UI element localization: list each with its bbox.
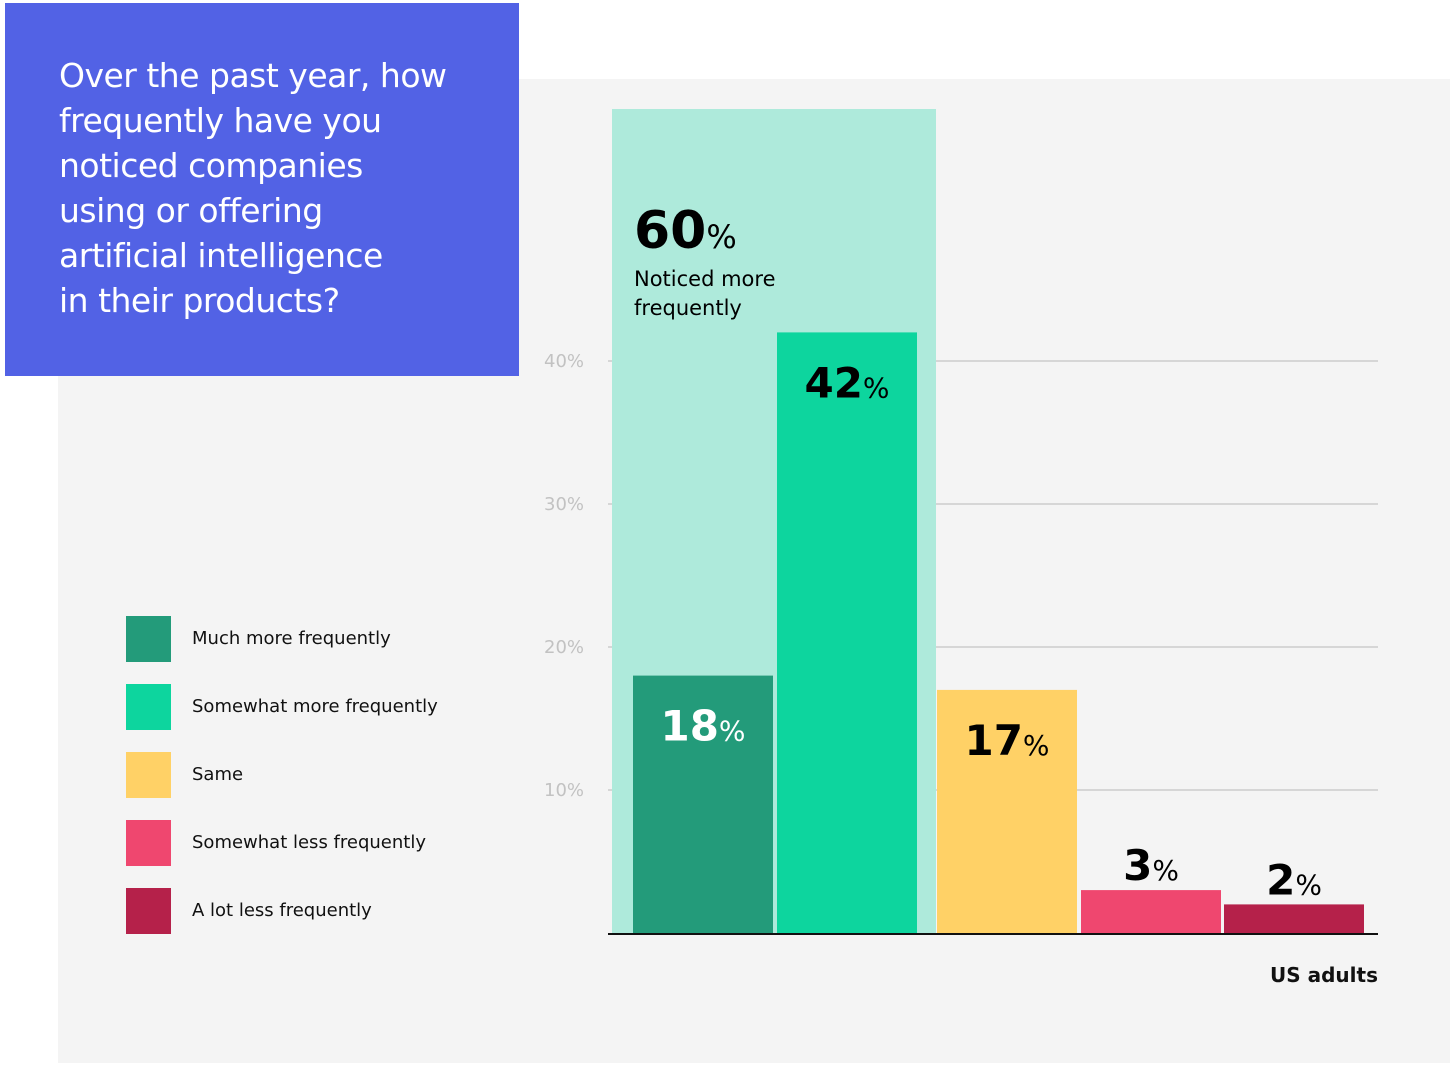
- bar-somewhat-less: [1081, 890, 1221, 933]
- legend-item-a-lot-less: A lot less frequently: [126, 888, 486, 934]
- bar-value-label-same: 17%: [964, 716, 1049, 765]
- legend-swatch-a-lot-less: [126, 888, 171, 934]
- question-title-line-6: in their products?: [59, 281, 340, 320]
- y-tick-label-40: 40%: [544, 351, 584, 372]
- question-title-box: Over the past year, how frequently have …: [5, 3, 519, 376]
- legend-label-somewhat-less: Somewhat less frequently: [192, 832, 426, 853]
- bar-same: [937, 689, 1077, 933]
- bar-value-label-much-more: 18%: [660, 702, 745, 751]
- question-title-line-3: noticed companies: [59, 146, 363, 185]
- highlight-caption-line-2: frequently: [634, 296, 742, 320]
- legend-item-somewhat-less: Somewhat less frequently: [126, 820, 486, 866]
- x-axis-label: US adults: [1270, 963, 1378, 987]
- legend-swatch-somewhat-more: [126, 684, 171, 730]
- bar-value-label-somewhat-more: 42%: [804, 358, 889, 407]
- legend-item-same: Same: [126, 752, 486, 798]
- y-tick-label-30: 30%: [544, 494, 584, 515]
- legend-item-much-more: Much more frequently: [126, 616, 486, 662]
- legend-swatch-much-more: [126, 616, 171, 662]
- bar-value-label-a-lot-less: 2%: [1266, 855, 1322, 904]
- legend-label-a-lot-less: A lot less frequently: [192, 900, 372, 921]
- legend-swatch-same: [126, 752, 171, 798]
- question-title-line-1: Over the past year, how: [59, 56, 447, 95]
- y-tick-label-10: 10%: [544, 780, 584, 801]
- highlight-caption-line-1: Noticed more: [634, 267, 776, 291]
- bar-a-lot-less: [1224, 904, 1364, 933]
- bar-value-label-somewhat-less: 3%: [1123, 841, 1179, 890]
- bar-much-more: [633, 675, 773, 933]
- question-title-line-5: artificial intelligence: [59, 236, 383, 275]
- legend-label-much-more: Much more frequently: [192, 628, 391, 649]
- question-title-line-2: frequently have you: [59, 101, 382, 140]
- legend-label-somewhat-more: Somewhat more frequently: [192, 696, 438, 717]
- question-title-line-4: using or offering: [59, 191, 323, 230]
- legend-label-same: Same: [192, 764, 244, 785]
- legend-item-somewhat-more: Somewhat more frequently: [126, 684, 486, 730]
- bar-somewhat-more: [777, 332, 917, 933]
- legend-swatch-somewhat-less: [126, 820, 171, 866]
- highlight-value-label: 60%: [634, 201, 737, 261]
- y-tick-label-20: 20%: [544, 637, 584, 658]
